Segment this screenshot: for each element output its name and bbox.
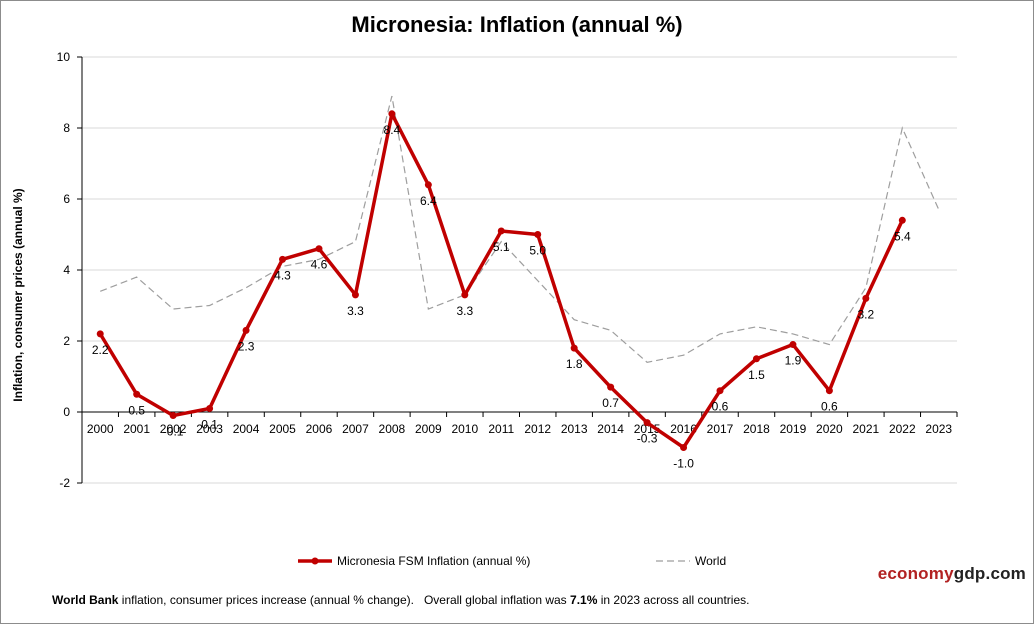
data-label: 8.4 <box>384 123 401 137</box>
data-label: -0.3 <box>637 432 658 446</box>
x-tick-label: 2016 <box>670 422 697 436</box>
data-label: 5.1 <box>493 240 510 254</box>
axes <box>77 56 958 484</box>
data-label: -1.0 <box>673 457 694 471</box>
legend-label-world: World <box>695 554 726 568</box>
data-point <box>169 412 177 420</box>
data-label: 1.8 <box>566 357 583 371</box>
y-axis-title: Inflation, consumer prices (annual %) <box>11 188 25 401</box>
footer-text-1: inflation, consumer prices increase (ann… <box>118 593 571 607</box>
y-tick-label: 2 <box>63 334 70 348</box>
x-tick-label: 2022 <box>889 422 916 436</box>
data-label: 1.5 <box>748 368 765 382</box>
y-tick-labels: -2 0 2 4 6 8 10 <box>57 50 71 490</box>
x-tick-label: 2020 <box>816 422 843 436</box>
data-point <box>607 383 615 391</box>
x-tick-label: 2003 <box>196 422 223 436</box>
series-line-micronesia <box>98 112 904 450</box>
x-tick-label: 2023 <box>925 422 952 436</box>
data-point <box>351 291 359 299</box>
x-tick-label: 2021 <box>853 422 880 436</box>
data-label: 3.3 <box>347 304 364 318</box>
data-point <box>424 181 432 189</box>
data-point <box>752 355 760 363</box>
data-label: 0.6 <box>821 400 838 414</box>
x-tick-label: 2017 <box>707 422 734 436</box>
data-point <box>315 245 323 253</box>
data-label: 0.5 <box>128 403 145 417</box>
legend-label-micronesia: Micronesia FSM Inflation (annual %) <box>337 554 530 568</box>
data-label: 1.9 <box>785 354 802 368</box>
data-labels: 2.2 0.5 -0.1 0.1 2.3 4.3 4.6 3.3 8.4 6.4 3.3 5.1 5.0… <box>92 123 911 471</box>
y-tick-label: 0 <box>63 405 70 419</box>
brand-logo: economygdp.com <box>877 564 1026 583</box>
data-point <box>461 291 469 299</box>
x-tick-label: 2008 <box>379 422 406 436</box>
x-tick-label: 2011 <box>488 422 514 436</box>
data-point <box>133 390 141 398</box>
y-tick-label: 10 <box>57 50 71 64</box>
data-point <box>825 387 833 395</box>
data-point <box>206 404 214 412</box>
data-label: 5.4 <box>894 229 911 243</box>
y-tick-label: -2 <box>59 476 70 490</box>
micronesia-series <box>96 110 906 451</box>
data-point <box>862 294 870 302</box>
data-point <box>279 255 287 263</box>
data-label: 2.2 <box>92 343 109 357</box>
legend: Micronesia FSM Inflation (annual %) Worl… <box>298 554 726 568</box>
data-label: 3.2 <box>858 307 875 321</box>
data-point <box>570 344 578 352</box>
x-tick-label: 2013 <box>561 422 588 436</box>
data-point <box>534 231 542 238</box>
footer-note: World Bank inflation, consumer prices in… <box>52 593 749 607</box>
y-tick-label: 6 <box>63 192 70 206</box>
data-label: 0.7 <box>602 396 619 410</box>
x-tick-label: 2001 <box>123 422 150 436</box>
x-tick-label: 2018 <box>743 422 770 436</box>
x-tick-labels: 2000 2001 2002 2003 2004 2005 2006 2007 2008 2009… <box>87 422 953 436</box>
footer-value: 7.1% <box>570 593 598 607</box>
data-point <box>680 444 688 451</box>
legend-marker-micronesia <box>311 557 319 565</box>
data-point <box>96 330 104 338</box>
x-tick-label: 2019 <box>780 422 807 436</box>
data-label: 0.1 <box>201 417 218 431</box>
x-tick-label: 2007 <box>342 422 369 436</box>
data-label: 3.3 <box>456 304 473 318</box>
data-label: 6.4 <box>420 194 437 208</box>
data-point <box>497 227 505 235</box>
x-tick-label: 2014 <box>597 422 624 436</box>
x-tick-label: 2002 <box>160 422 187 436</box>
x-tick-label: 2006 <box>306 422 333 436</box>
data-point <box>898 216 906 224</box>
x-tick-label: 2012 <box>524 422 551 436</box>
footer-source: World Bank <box>52 593 119 607</box>
x-tick-label: 2005 <box>269 422 296 436</box>
data-label: 4.3 <box>274 268 291 282</box>
data-point <box>716 387 724 395</box>
x-tick-label: 2000 <box>87 422 114 436</box>
x-tick-label: 2009 <box>415 422 442 436</box>
data-point <box>643 419 651 427</box>
data-label: -0.1 <box>163 425 184 439</box>
data-point <box>789 341 797 349</box>
data-point <box>242 326 250 334</box>
data-label: 0.6 <box>712 400 729 414</box>
x-tick-label: 2010 <box>451 422 478 436</box>
chart-title: Micronesia: Inflation (annual %) <box>351 12 683 37</box>
data-point <box>388 110 396 118</box>
data-label: 2.3 <box>238 339 255 353</box>
series-line-world <box>100 95 940 363</box>
x-tick-label: 2004 <box>233 422 260 436</box>
gridlines <box>82 56 957 484</box>
world-series <box>100 95 940 363</box>
footer-text-2: in 2023 across all countries. <box>597 593 750 607</box>
y-tick-label: 4 <box>63 263 70 277</box>
data-label: 4.6 <box>311 258 328 272</box>
y-tick-label: 8 <box>63 121 70 135</box>
data-label: 5.0 <box>529 244 546 258</box>
